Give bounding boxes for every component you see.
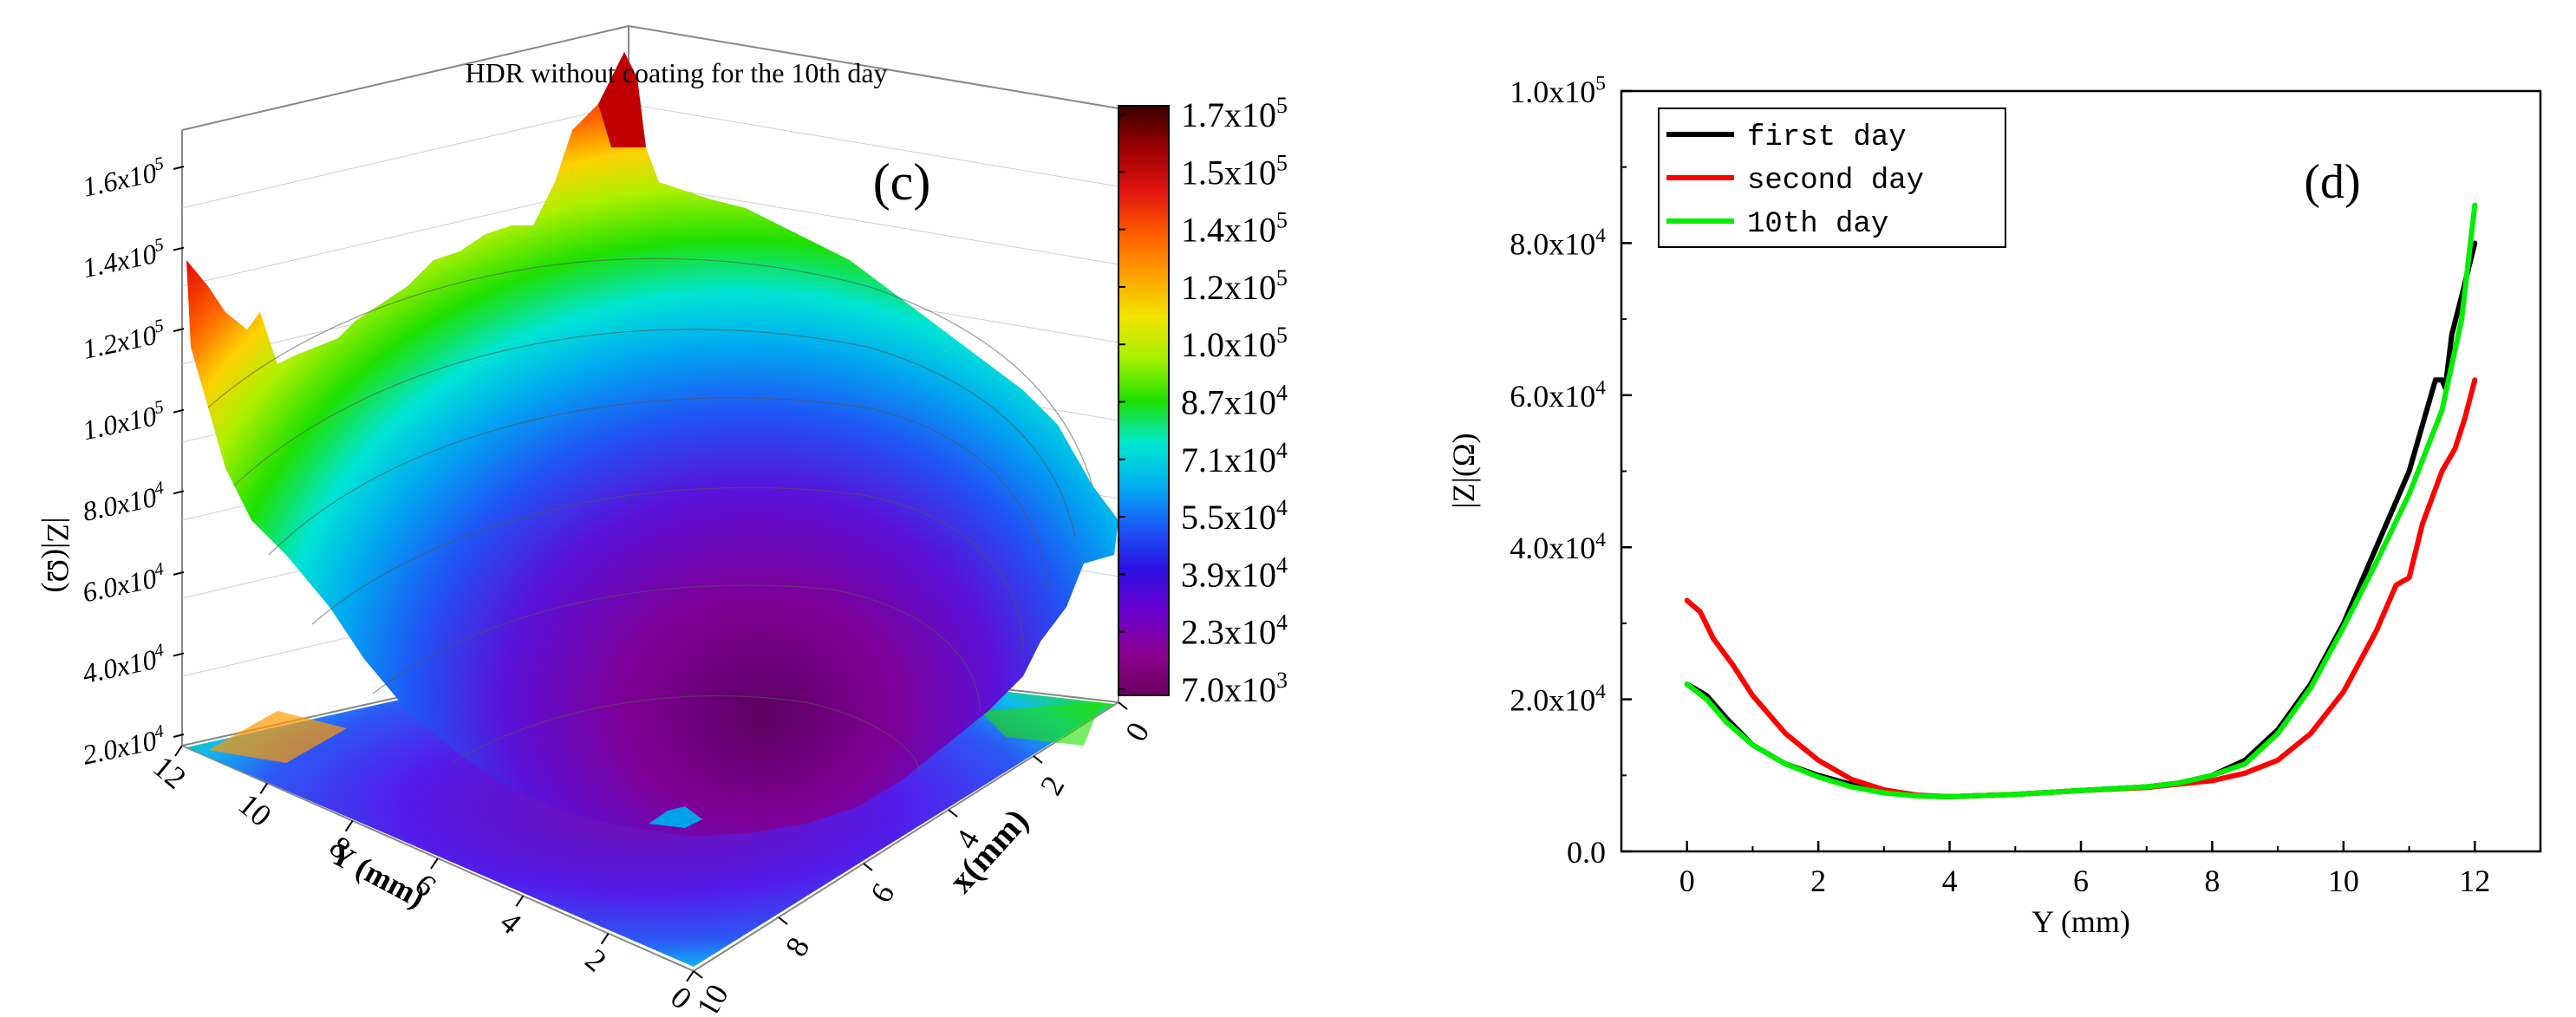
colorbar-tick-label: 1.0x105 bbox=[1181, 323, 1288, 364]
x-tick-label: 4 bbox=[1942, 864, 1958, 898]
series-lines bbox=[1684, 202, 2478, 799]
z-tick-label: 4.0x104 bbox=[80, 640, 168, 689]
z-tick-mark bbox=[173, 652, 185, 657]
x-axis-ticks: 0 2 4 6 8 10 12 bbox=[1621, 841, 2541, 898]
panel-label-c: (c) bbox=[873, 153, 931, 211]
panel-label-d: (d) bbox=[2304, 155, 2360, 209]
y-tick-mark bbox=[430, 857, 439, 870]
line-chart: 0.0 2.0x104 4.0x104 6.0x104 8.0x104 1.0x105 0… bbox=[1446, 73, 2542, 939]
colorbar-tick-label: 1.2x105 bbox=[1181, 265, 1288, 307]
x-tick-mark bbox=[778, 916, 788, 925]
z-tick-mark bbox=[173, 408, 185, 414]
y-axis-label: |Z|(Ω) bbox=[1446, 433, 1481, 508]
y-axis-ticks: 0.0 2.0x104 4.0x104 6.0x104 8.0x104 1.0x105 bbox=[1510, 73, 1632, 870]
x-tick-mark bbox=[1033, 755, 1043, 764]
x-tick-label: 2 bbox=[1034, 770, 1072, 801]
colorbar-tick-label: 1.4x105 bbox=[1181, 208, 1288, 250]
x-axis-label: Y (mm) bbox=[2031, 904, 2130, 939]
z-tick-mark bbox=[173, 246, 185, 251]
y-tick-mark bbox=[515, 895, 525, 907]
z-axis-label: |Z|(Ω) bbox=[41, 517, 75, 592]
colorbar-tick-label: 5.5x104 bbox=[1181, 495, 1288, 537]
colorbar bbox=[1118, 105, 1170, 696]
surface-peak bbox=[598, 52, 646, 147]
series-line-10th-day bbox=[1684, 202, 2478, 799]
x-tick-label: 0 bbox=[1679, 864, 1695, 898]
z-tick-label: 6.0x104 bbox=[80, 558, 168, 608]
x-tick-label: 8 bbox=[779, 931, 817, 962]
x-tick-mark bbox=[693, 970, 703, 979]
y-tick-mark bbox=[259, 782, 269, 794]
y-tick-label: 4 bbox=[493, 904, 528, 941]
colorbar-tick-label: 2.3x104 bbox=[1181, 610, 1288, 652]
z-tick-mark bbox=[173, 570, 185, 576]
z-tick-mark bbox=[173, 166, 185, 170]
surface-bowl bbox=[186, 52, 1118, 837]
surface-contours bbox=[207, 258, 1093, 773]
surface-title: HDR without coating for the 10th day bbox=[465, 57, 887, 88]
floor-hot-spot bbox=[208, 711, 347, 763]
x-tick-mark bbox=[863, 863, 873, 871]
x-tick-label: 10 bbox=[689, 978, 735, 1013]
z-tick-mark bbox=[173, 490, 185, 495]
x-tick-label: 6 bbox=[864, 877, 902, 909]
colorbar-tick-label: 7.1x104 bbox=[1181, 438, 1288, 479]
line-chart-panel: 0.0 2.0x104 4.0x104 6.0x104 8.0x104 1.0x105 0… bbox=[1353, 0, 2576, 1013]
colorbar-ticks: 1.7x105 1.5x105 1.4x105 1.2x105 1.0x105 8.7x1… bbox=[1118, 93, 1288, 709]
legend-label: first day bbox=[1747, 121, 1907, 154]
legend-label: second day bbox=[1747, 165, 1924, 198]
z-tick-label: 1.6x105 bbox=[80, 153, 168, 203]
z-tick-label: 8.0x104 bbox=[80, 478, 168, 527]
colorbar-tick-label: 7.0x103 bbox=[1181, 668, 1288, 709]
z-tick-mark bbox=[173, 733, 185, 738]
x-tick-label: 6 bbox=[2073, 864, 2089, 898]
colorbar-tick-label: 1.7x105 bbox=[1181, 93, 1288, 134]
y-tick-label: 10 bbox=[232, 786, 277, 833]
y-tick-mark bbox=[686, 970, 695, 982]
x-tick-label: 0 bbox=[1118, 716, 1157, 747]
y-tick-label: 0.0 bbox=[1567, 835, 1606, 870]
surface-notch bbox=[649, 806, 702, 828]
y-tick-mark bbox=[174, 745, 183, 757]
z-tick-label: 2.0x104 bbox=[80, 721, 168, 771]
floor-edge-green bbox=[980, 702, 1101, 746]
z-tick-mark bbox=[173, 328, 185, 333]
y-tick-label: 1.0x105 bbox=[1510, 73, 1606, 109]
x-tick-label: 8 bbox=[2204, 864, 2220, 898]
y-tick-label: 2 bbox=[579, 942, 614, 978]
z-tick-label: 1.2x105 bbox=[80, 316, 168, 365]
x-tick-label: 12 bbox=[2459, 864, 2490, 898]
colorbar-tick-label: 3.9x104 bbox=[1181, 552, 1288, 594]
y-tick-label: 4.0x104 bbox=[1510, 529, 1606, 565]
surface-chart-panel: HDR without coating for the 10th day (c)… bbox=[41, 25, 1288, 1017]
y-tick-label: 6.0x104 bbox=[1510, 376, 1606, 413]
x-tick-mark bbox=[1118, 701, 1128, 710]
legend: first day second day 10th day bbox=[1658, 108, 2006, 248]
y-tick-mark bbox=[344, 820, 354, 832]
z-tick-label: 1.4x105 bbox=[80, 234, 168, 284]
x-tick-mark bbox=[948, 809, 958, 818]
legend-label: 10th day bbox=[1747, 208, 1888, 241]
x-tick-label: 10 bbox=[2328, 864, 2359, 898]
z-axis-ticks: 2.0x104 4.0x104 6.0x104 8.0x104 1.0x105 1.2x1… bbox=[80, 153, 185, 771]
y-tick-label: 8.0x104 bbox=[1510, 225, 1606, 261]
y-tick-label: 2.0x104 bbox=[1510, 681, 1606, 717]
x-tick-label: 2 bbox=[1810, 864, 1826, 898]
legend-box bbox=[1658, 108, 2006, 248]
y-tick-mark bbox=[600, 933, 610, 945]
surface-chart: HDR without coating for the 10th day (c)… bbox=[41, 25, 1288, 1017]
colorbar-tick-label: 8.7x104 bbox=[1181, 381, 1288, 422]
z-tick-label: 1.0x105 bbox=[80, 396, 168, 446]
colorbar-tick-label: 1.5x105 bbox=[1181, 150, 1288, 192]
